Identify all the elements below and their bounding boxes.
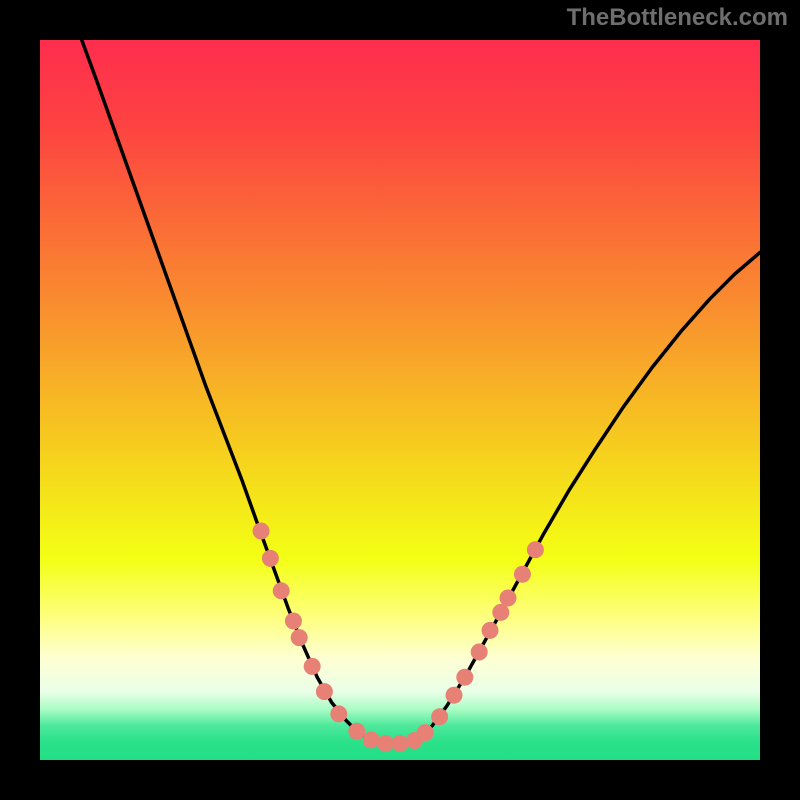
data-marker [304,658,321,675]
data-marker [291,629,308,646]
data-marker [431,708,448,725]
data-marker [285,613,302,630]
watermark-text: TheBottleneck.com [567,4,788,32]
data-marker [471,644,488,661]
data-marker [316,683,333,700]
stage: TheBottleneck.com [0,0,800,800]
data-marker [527,541,544,558]
data-marker [348,723,365,740]
plot-area [40,40,760,760]
data-marker [500,590,517,607]
data-marker [514,566,531,583]
data-marker [253,523,270,540]
data-marker [363,731,380,748]
data-marker [273,582,290,599]
gradient-background [40,40,760,760]
data-marker [492,604,509,621]
data-marker [330,705,347,722]
data-marker [417,724,434,741]
data-marker [446,687,463,704]
data-marker [456,669,473,686]
data-marker [482,622,499,639]
chart-svg [40,40,760,760]
data-marker [392,735,409,752]
data-marker [262,550,279,567]
